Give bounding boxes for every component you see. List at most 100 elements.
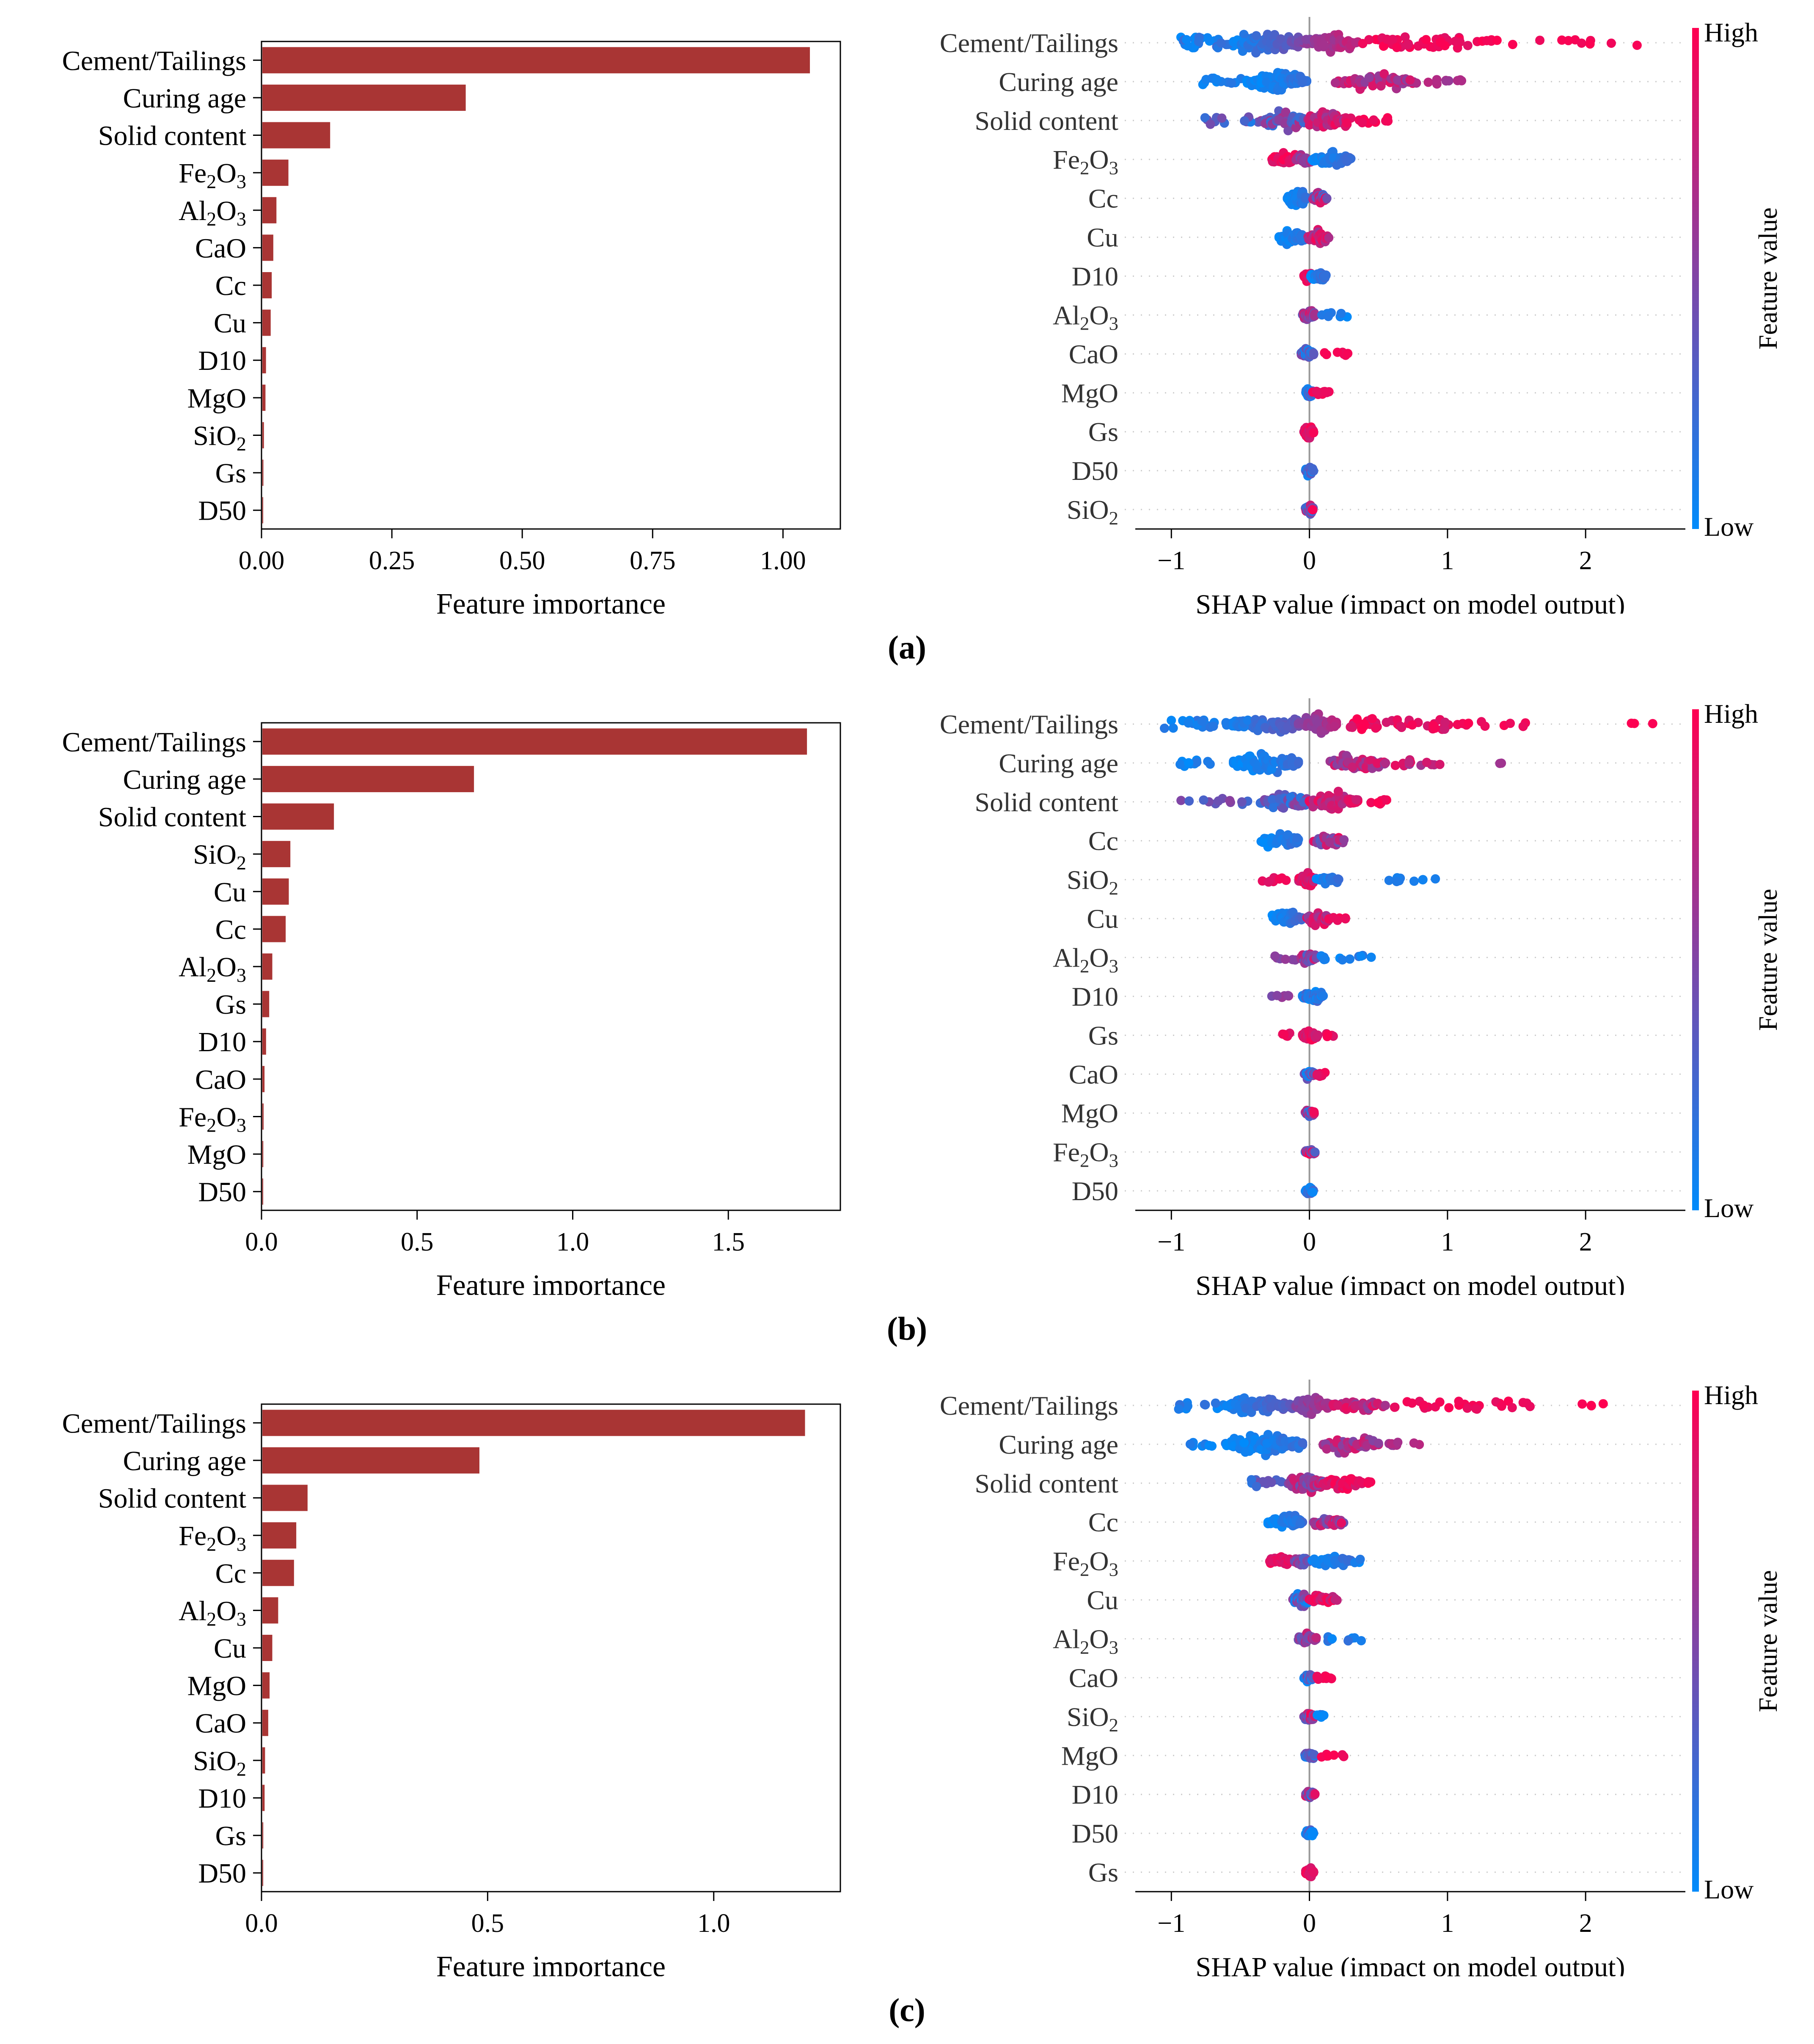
shap-point — [1435, 760, 1445, 769]
beeswarm-row — [1299, 422, 1319, 443]
x-axis-title: SHAP value (impact on model output) — [1196, 1270, 1625, 1295]
x-tick-label: 1 — [1441, 1909, 1454, 1938]
bar — [262, 197, 277, 223]
bar — [262, 803, 334, 830]
colorbar-title: Feature value — [1754, 207, 1783, 350]
x-tick-label: −1 — [1157, 1909, 1185, 1938]
y-tick-label: SiO2 — [193, 1746, 246, 1780]
y-tick-label: Curing age — [123, 83, 246, 114]
shap-point — [1382, 717, 1391, 727]
caption-b: (b) — [886, 1310, 928, 1347]
x-tick-label: 2 — [1579, 1909, 1592, 1938]
shap-point — [1352, 795, 1361, 804]
beeswarm-row — [1300, 1105, 1319, 1121]
shap-point — [1294, 758, 1303, 768]
y-tick-label: Gs — [215, 989, 246, 1020]
shap-point — [1308, 466, 1318, 476]
y-tick-label: MgO — [187, 383, 246, 414]
bar — [262, 878, 289, 905]
x-tick-label: 1.5 — [712, 1228, 745, 1256]
shap-point — [1497, 758, 1506, 768]
y-tick-label: D10 — [198, 1783, 246, 1814]
x-tick-label: 0 — [1303, 1228, 1316, 1256]
shap-point — [1319, 991, 1328, 1001]
bar — [262, 1522, 297, 1549]
colorbar-low-label: Low — [1704, 1874, 1753, 1904]
y-tick-label: Cc — [215, 270, 246, 301]
shap-point — [1630, 719, 1639, 728]
shap-point — [1507, 1403, 1517, 1413]
colorbar — [1692, 709, 1699, 1210]
shap-point — [1506, 719, 1515, 728]
shap-point — [1342, 118, 1352, 128]
shap-point — [1379, 41, 1388, 51]
beeswarm-row — [1301, 1787, 1320, 1802]
shap-point — [1432, 75, 1442, 85]
shap-point — [1383, 116, 1393, 126]
beeswarm-row — [1270, 949, 1376, 968]
beeswarm-row — [1247, 1472, 1376, 1497]
shap-point — [1270, 951, 1280, 961]
y-tick-label: Cement/Tailings — [62, 45, 246, 76]
beeswarm-row — [1258, 868, 1440, 890]
shap-point — [1214, 796, 1223, 806]
bar — [262, 1672, 270, 1699]
shap-point — [1374, 1438, 1383, 1448]
feature-label: Cu — [1087, 1585, 1118, 1615]
shap-point — [1296, 1518, 1305, 1528]
beeswarm-row — [1175, 749, 1506, 777]
feature-label: CaO — [1069, 1059, 1118, 1089]
y-tick-label: CaO — [195, 1708, 246, 1739]
feature-label: Cu — [1087, 904, 1118, 934]
shap-point — [1200, 113, 1210, 123]
x-tick-label: 0 — [1303, 1909, 1316, 1938]
beeswarm-row — [1301, 1863, 1319, 1881]
feature-label: Solid content — [974, 106, 1118, 136]
shap-point — [1192, 758, 1202, 767]
shap-point — [1368, 714, 1377, 724]
shap-point — [1348, 722, 1357, 732]
shap-point — [1454, 1397, 1464, 1406]
bars — [262, 728, 807, 1205]
shap-point — [1292, 833, 1302, 843]
y-tick-label: Curing age — [123, 1446, 246, 1477]
feature-label: Al2O3 — [1053, 943, 1118, 977]
shap-point — [1312, 1070, 1322, 1080]
beeswarm-row — [1278, 1026, 1338, 1045]
shap-point — [1379, 69, 1389, 79]
shap-point — [1357, 724, 1367, 734]
bar — [262, 384, 266, 411]
shap-point — [1403, 40, 1413, 50]
bar — [262, 47, 810, 74]
bar — [262, 841, 291, 868]
beeswarm-row — [1300, 1748, 1349, 1763]
bar — [262, 460, 264, 486]
bar — [262, 347, 266, 374]
y-tick-label: Solid content — [98, 1483, 246, 1514]
bar — [262, 1178, 263, 1205]
shap-point — [1200, 1399, 1209, 1409]
beeswarm-row — [1294, 1628, 1366, 1647]
shap-point — [1557, 35, 1567, 45]
bar-chart-b: Cement/Tailings Curing age Solid content Si… — [62, 722, 841, 1295]
shap-point — [1577, 1399, 1587, 1409]
shap-point — [1313, 1030, 1323, 1040]
feature-label: Fe2O3 — [1053, 1546, 1118, 1580]
shap-point — [1407, 1398, 1417, 1408]
shap-point — [1266, 1478, 1276, 1487]
shap-point — [1535, 36, 1545, 45]
shap-point — [1211, 1398, 1220, 1408]
y-tick-label: Al2O3 — [179, 1595, 246, 1630]
feature-label: Cement/Tailings — [940, 28, 1118, 58]
shap-point — [1407, 720, 1417, 730]
shap-point — [1376, 81, 1386, 91]
shap-point — [1276, 34, 1286, 44]
beeswarm-row — [1160, 709, 1657, 738]
shap-point — [1281, 107, 1291, 117]
shap-point — [1168, 723, 1178, 733]
shap-point — [1648, 719, 1657, 728]
bars — [262, 1410, 805, 1886]
shap-panel-a: Cement/Tailings Curing age Solid content Fe… — [907, 0, 1814, 614]
shap-point — [1312, 386, 1321, 396]
shap-point — [1471, 1404, 1481, 1413]
